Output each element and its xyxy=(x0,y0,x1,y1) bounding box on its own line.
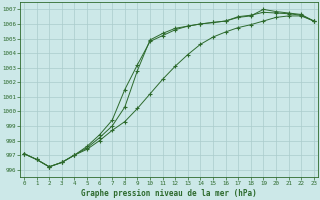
X-axis label: Graphe pression niveau de la mer (hPa): Graphe pression niveau de la mer (hPa) xyxy=(81,189,257,198)
